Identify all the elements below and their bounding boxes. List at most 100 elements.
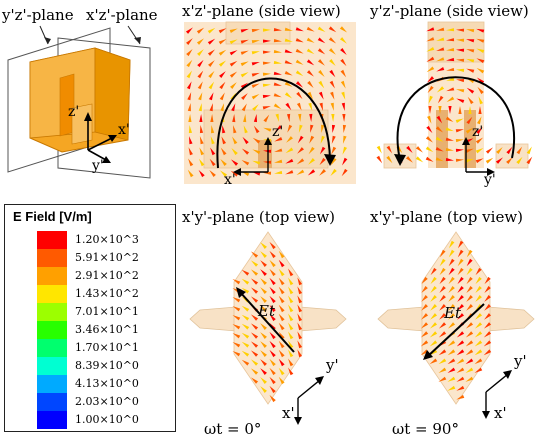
field-vector-arrow bbox=[218, 38, 227, 45]
field-vector-arrow bbox=[187, 92, 192, 101]
field-vector-arrow bbox=[485, 147, 494, 154]
field-vector-arrow bbox=[297, 304, 303, 313]
field-vector-arrow bbox=[218, 60, 227, 67]
field-vector-arrow bbox=[466, 304, 473, 311]
field-vector-arrow bbox=[230, 159, 239, 166]
top0-et-label: Et bbox=[258, 302, 275, 320]
field-vector-arrow bbox=[476, 38, 485, 43]
side-yz-axis-y: y' bbox=[484, 172, 496, 188]
field-vector-arrow bbox=[435, 126, 444, 133]
field-vector-arrow bbox=[232, 315, 241, 321]
field-vector-arrow bbox=[436, 86, 445, 93]
field-vector-arrow bbox=[436, 67, 445, 72]
field-vector-arrow bbox=[297, 313, 303, 322]
field-vector-arrow bbox=[273, 82, 282, 86]
field-vector-arrow bbox=[465, 158, 474, 163]
field-vector-arrow bbox=[466, 68, 475, 73]
field-vector-arrow bbox=[189, 136, 193, 145]
field-vector-arrow bbox=[260, 332, 267, 339]
field-vector-arrow bbox=[274, 159, 283, 163]
field-vector-arrow bbox=[197, 59, 204, 68]
field-vector-arrow bbox=[269, 322, 276, 331]
efield-legend: E Field [V/m] 1.20×10^3 5.91×10^2 2.91×10^… bbox=[4, 204, 176, 432]
field-vector-arrow bbox=[288, 286, 294, 295]
field-vector-arrow bbox=[260, 260, 267, 267]
field-vector-arrow bbox=[445, 137, 454, 141]
field-vector-arrow bbox=[457, 313, 465, 320]
field-vector-arrow bbox=[318, 69, 325, 77]
field-vector-arrow bbox=[207, 49, 216, 56]
field-vector-arrow bbox=[448, 240, 455, 249]
field-vector-arrow bbox=[232, 297, 241, 303]
field-vector-arrow bbox=[188, 125, 193, 134]
field-vector-arrow bbox=[309, 135, 315, 144]
field-vector-arrow bbox=[425, 156, 434, 162]
field-vector-arrow bbox=[219, 81, 226, 90]
legend-value: 1.20×10^3 bbox=[75, 233, 139, 246]
field-vector-arrow bbox=[198, 92, 203, 101]
field-vector-arrow bbox=[342, 124, 347, 133]
field-vector-arrow bbox=[186, 59, 193, 68]
field-vector-arrow bbox=[426, 46, 435, 52]
field-vector-arrow bbox=[430, 313, 438, 320]
field-vector-arrow bbox=[250, 287, 259, 294]
field-vector-arrow bbox=[456, 340, 465, 347]
field-vector-arrow bbox=[455, 129, 464, 133]
legend-swatch bbox=[37, 393, 67, 411]
field-vector-arrow bbox=[241, 103, 247, 112]
field-vector-arrow bbox=[306, 48, 315, 55]
field-vector-arrow bbox=[263, 114, 270, 123]
field-vector-arrow bbox=[252, 160, 261, 165]
field-vector-arrow bbox=[207, 27, 216, 34]
field-vector-arrow bbox=[288, 277, 294, 286]
field-vector-arrow bbox=[219, 71, 226, 78]
field-vector-arrow bbox=[342, 157, 348, 166]
field-vector-arrow bbox=[456, 376, 465, 382]
field-vector-arrow bbox=[429, 322, 438, 329]
field-vector-arrow bbox=[319, 146, 326, 155]
field-vector-arrow bbox=[466, 116, 473, 125]
field-vector-arrow bbox=[241, 350, 250, 357]
field-vector-arrow bbox=[297, 340, 303, 349]
axis-label-x: x' bbox=[118, 122, 130, 138]
field-vector-arrow bbox=[421, 304, 428, 311]
field-vector-arrow bbox=[439, 267, 446, 276]
field-vector-arrow bbox=[250, 251, 259, 258]
field-vector-arrow bbox=[340, 80, 346, 89]
field-vector-arrow bbox=[307, 80, 314, 89]
field-vector-arrow bbox=[278, 376, 285, 385]
field-vector-arrow bbox=[457, 249, 464, 258]
legend-swatch bbox=[37, 375, 67, 393]
field-vector-arrow bbox=[447, 322, 456, 329]
field-vector-arrow bbox=[288, 268, 294, 277]
field-vector-arrow bbox=[445, 127, 454, 132]
field-vector-arrow bbox=[465, 331, 474, 338]
field-vector-arrow bbox=[474, 340, 483, 347]
field-vector-arrow bbox=[288, 331, 294, 340]
field-vector-arrow bbox=[229, 39, 238, 45]
field-vector-arrow bbox=[284, 49, 293, 54]
field-vector-arrow bbox=[475, 304, 482, 311]
field-vector-arrow bbox=[516, 156, 523, 165]
legend-value: 1.70×10^1 bbox=[75, 341, 139, 354]
field-vector-arrow bbox=[288, 367, 294, 376]
field-vector-arrow bbox=[288, 295, 294, 304]
legend-value: 1.00×10^0 bbox=[75, 413, 139, 426]
field-vector-arrow bbox=[241, 314, 250, 321]
field-vector-arrow bbox=[273, 28, 282, 32]
field-vector-arrow bbox=[476, 126, 483, 135]
field-vector-arrow bbox=[421, 276, 428, 285]
field-vector-arrow bbox=[438, 106, 442, 114]
field-vector-arrow bbox=[465, 367, 474, 373]
field-vector-arrow bbox=[295, 70, 304, 77]
field-vector-arrow bbox=[295, 27, 304, 32]
field-vector-arrow bbox=[273, 60, 282, 65]
field-vector-arrow bbox=[269, 268, 276, 277]
field-vector-arrow bbox=[415, 146, 423, 153]
field-vector-arrow bbox=[232, 114, 236, 123]
field-vector-arrow bbox=[456, 58, 465, 62]
plane-label-yz: y'z'-plane bbox=[2, 6, 74, 24]
field-vector-arrow bbox=[456, 358, 465, 365]
field-vector-arrow bbox=[287, 124, 293, 133]
field-vector-arrow bbox=[446, 77, 455, 81]
